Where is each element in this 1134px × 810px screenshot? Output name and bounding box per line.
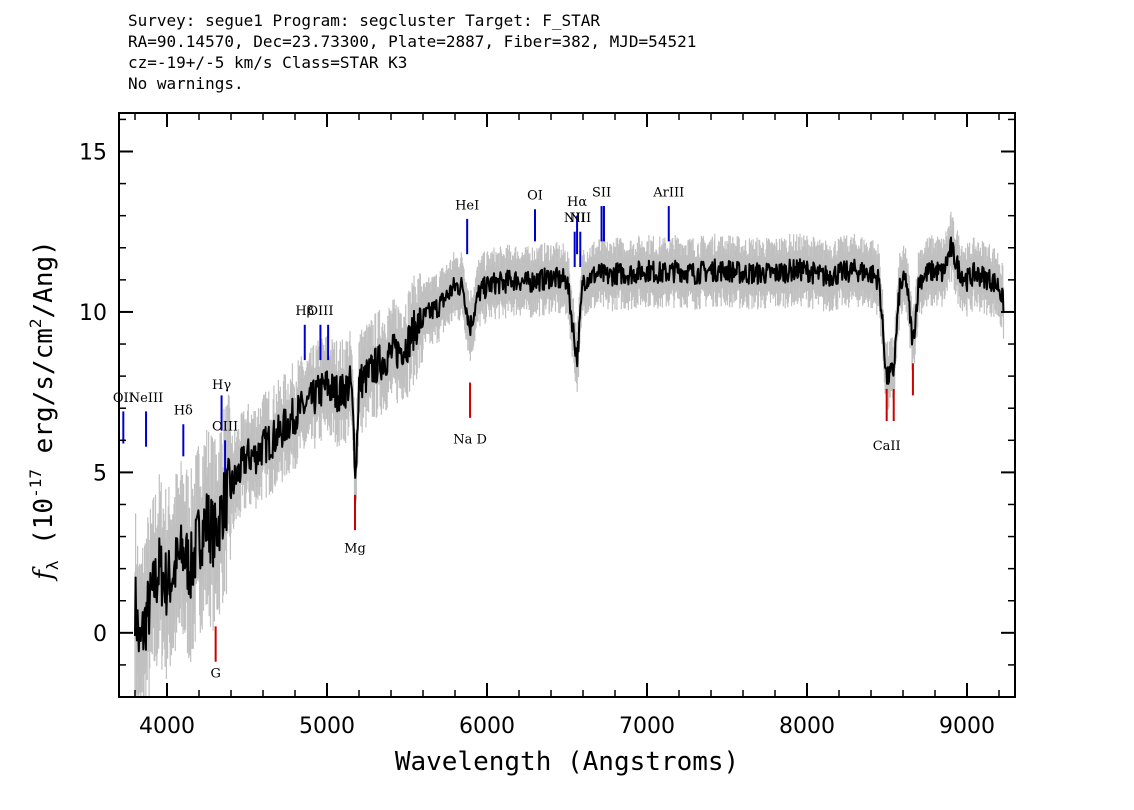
emission-line-label: Hα [567,195,587,210]
emission-line-label: OIII [307,304,333,319]
emission-line-label: ArIII [652,185,684,200]
absorption-line-label: Mg [344,542,366,557]
y-tick-label: 0 [93,622,107,647]
y-tick-label: 10 [79,301,107,326]
x-tick-label: 5000 [299,714,355,739]
x-tick-label: 7000 [619,714,675,739]
spectrum-header: Survey: segue1 Program: segcluster Targe… [128,10,696,94]
y-tick-label: 5 [93,461,107,486]
header-survey-line: Survey: segue1 Program: segcluster Targe… [128,11,601,30]
absorption-line-label: CaII [873,439,901,454]
emission-line-label: Hγ [212,378,231,393]
header-coordinates-line: RA=90.14570, Dec=23.73300, Plate=2887, F… [128,32,697,51]
x-tick-label: 8000 [779,714,835,739]
header-redshift-class-line: cz=-19+/-5 km/s Class=STAR K3 [128,53,408,72]
y-tick-label: 15 [79,141,107,166]
emission-line-label: HeI [455,198,479,213]
emission-line-label: NII [569,211,591,226]
flux-layer [134,236,1005,653]
flux-series-line [134,236,1005,653]
emission-line-label: OI [527,189,543,204]
x-tick-label: 9000 [939,714,995,739]
y-axis-title: fλ (10-17 erg/s/cm2/Ang) [26,240,62,582]
plot-frame [118,112,1016,698]
axis-ticks-layer: 4000 5000 6000 7000 8000 9000 0 5 10 15 [79,113,1015,739]
emission-line-label: Hδ [174,404,193,419]
x-tick-label: 4000 [139,714,195,739]
header-warnings-line: No warnings. [128,74,244,93]
emission-line-label: OIII [212,420,238,435]
emission-line-label: NeIII [129,391,163,406]
absorption-line-label: G [210,667,220,682]
emission-line-label: Hβ [295,304,314,319]
emission-line-label: SII [592,185,611,200]
x-tick-label: 6000 [459,714,515,739]
absorption-line-label: Na D [453,433,487,448]
x-axis-title: Wavelength (Angstroms) [395,747,739,777]
emission-line-label: NII [564,211,586,226]
